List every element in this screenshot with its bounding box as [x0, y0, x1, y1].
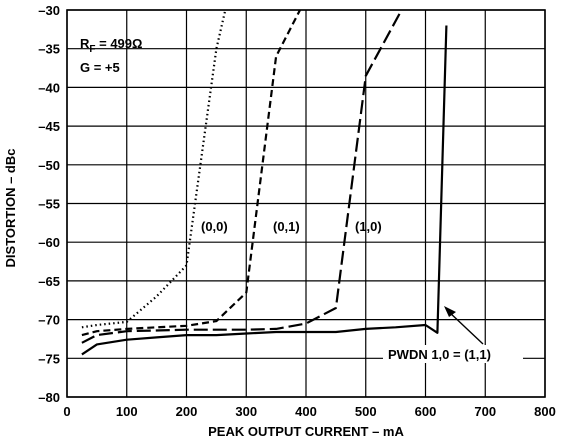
x-tick-label: 500: [355, 404, 377, 419]
series-label-10: (1,0): [355, 219, 382, 234]
x-tick-label: 400: [295, 404, 317, 419]
series-label-01: (0,1): [273, 219, 300, 234]
series-line-1: [81, 9, 301, 337]
pwdn-label-background: [383, 345, 523, 363]
rf-letter: R: [80, 36, 90, 51]
rf-annotation: RF = 499Ω: [80, 36, 142, 55]
rf-value: = 499Ω: [96, 36, 143, 51]
y-tick-label: –60: [38, 235, 60, 250]
y-tick-label: –55: [38, 197, 60, 212]
series-label-00: (0,0): [201, 219, 228, 234]
plot-frame: [66, 9, 546, 398]
x-tick-label: 800: [534, 404, 556, 419]
pwdn-label: PWDN 1,0 = (1,1): [388, 347, 491, 362]
y-tick-label: –80: [38, 390, 60, 405]
tick-layer: 0 100 200 300 400 500 600 700 800 –30 –35 –40 –45 –50…: [38, 3, 556, 419]
x-tick-label: 100: [116, 404, 138, 419]
y-tick-label: –65: [38, 274, 60, 289]
x-tick-label: 700: [474, 404, 496, 419]
y-tick-label: –50: [38, 158, 60, 173]
series-line-0: [81, 9, 227, 329]
x-axis-label: PEAK OUTPUT CURRENT – mA: [208, 424, 404, 439]
x-tick-label: 0: [63, 404, 70, 419]
pwdn-arrow-line: [447, 310, 484, 345]
y-tick-label: –30: [38, 3, 60, 18]
y-axis-label: DISTORTION – dBc: [3, 149, 18, 268]
rf-subscript: F: [89, 44, 95, 55]
gain-annotation: G = +5: [80, 60, 120, 75]
y-tick-label: –40: [38, 80, 60, 95]
y-tick-label: –35: [38, 42, 60, 57]
y-tick-label: –45: [38, 119, 60, 134]
pwdn-arrow-head: [444, 306, 456, 317]
x-tick-label: 200: [176, 404, 198, 419]
y-tick-label: –75: [38, 351, 60, 366]
series-layer: [81, 9, 448, 356]
series-line-2: [81, 9, 403, 344]
series-line-3: [81, 25, 448, 356]
x-tick-label: 600: [415, 404, 437, 419]
x-tick-label: 300: [235, 404, 257, 419]
y-tick-label: –70: [38, 313, 60, 328]
